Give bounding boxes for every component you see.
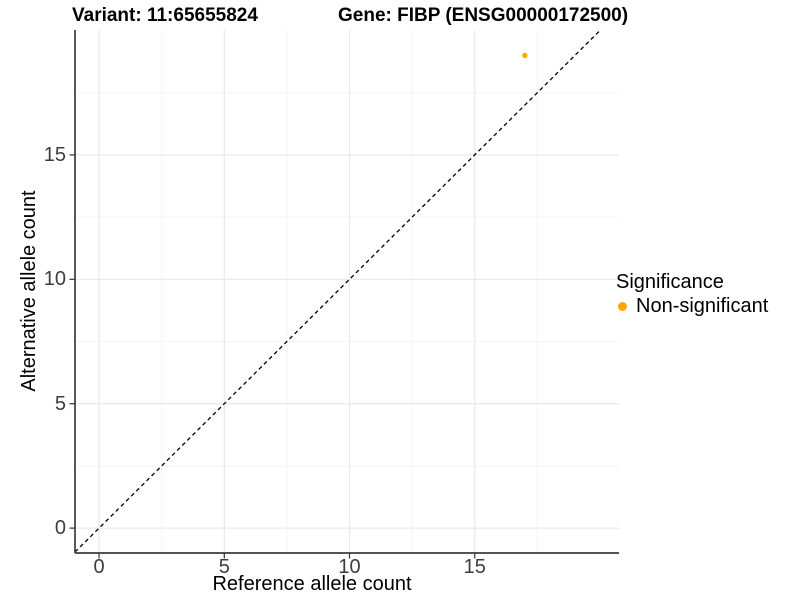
y-tick-label: 5 (54, 392, 66, 415)
legend-title: Significance (616, 271, 724, 293)
x-tick-label: 0 (93, 556, 105, 578)
x-tick-label: 15 (463, 556, 486, 578)
legend-item: Non-significant (616, 296, 768, 317)
y-tick-label: 10 (43, 268, 66, 291)
data-point (522, 52, 528, 59)
x-tick-label: 5 (218, 556, 230, 578)
plot-title-variant: Variant: 11:65655824 (72, 5, 258, 26)
identity-line (74, 29, 601, 553)
y-tick-label: 15 (43, 143, 66, 166)
plot-title-gene: Gene: FIBP (ENSG00000172500) (338, 5, 629, 26)
legend-point-icon (618, 302, 627, 311)
y-tick-label: 0 (54, 517, 66, 540)
legend: Significance Non-significant (616, 272, 768, 317)
legend-item-label: Non-significant (636, 295, 769, 317)
x-axis-title: Reference allele count (212, 573, 412, 595)
x-tick-label: 10 (338, 556, 361, 578)
y-axis-title: Alternative allele count (18, 190, 40, 392)
